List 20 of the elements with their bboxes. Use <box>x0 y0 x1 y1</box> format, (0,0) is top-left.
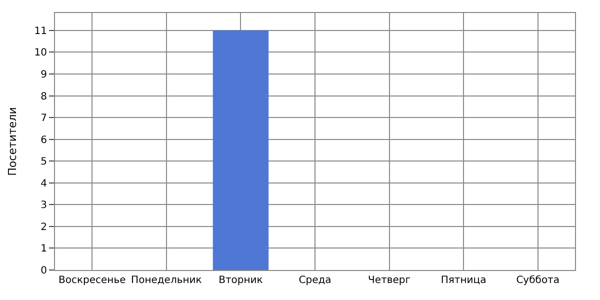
x-tick-label: Суббота <box>516 275 560 286</box>
y-tick-label: 1 <box>40 244 47 255</box>
x-tick-label: Среда <box>298 275 332 286</box>
y-tick-label: 0 <box>40 266 47 276</box>
y-tick-label: 2 <box>40 222 47 233</box>
y-tick-label: 3 <box>40 200 47 212</box>
y-axis-title: Посетители <box>6 107 19 176</box>
y-tick-label: 7 <box>40 113 47 124</box>
x-tick-label: Вторник <box>218 275 263 286</box>
y-tick-label: 10 <box>34 48 47 59</box>
x-tick-label: Воскресенье <box>58 275 126 286</box>
y-tick-label: 9 <box>40 69 47 80</box>
y-tick-label: 4 <box>40 178 47 190</box>
x-tick-label: Пятница <box>440 275 486 286</box>
x-tick-label: Четверг <box>368 275 411 286</box>
y-tick-label: 6 <box>40 134 47 146</box>
y-tick-label: 5 <box>40 156 47 168</box>
x-tick-label: Понедельник <box>131 275 202 286</box>
y-tick-label: 11 <box>34 26 47 37</box>
y-tick-label: 8 <box>40 91 47 102</box>
